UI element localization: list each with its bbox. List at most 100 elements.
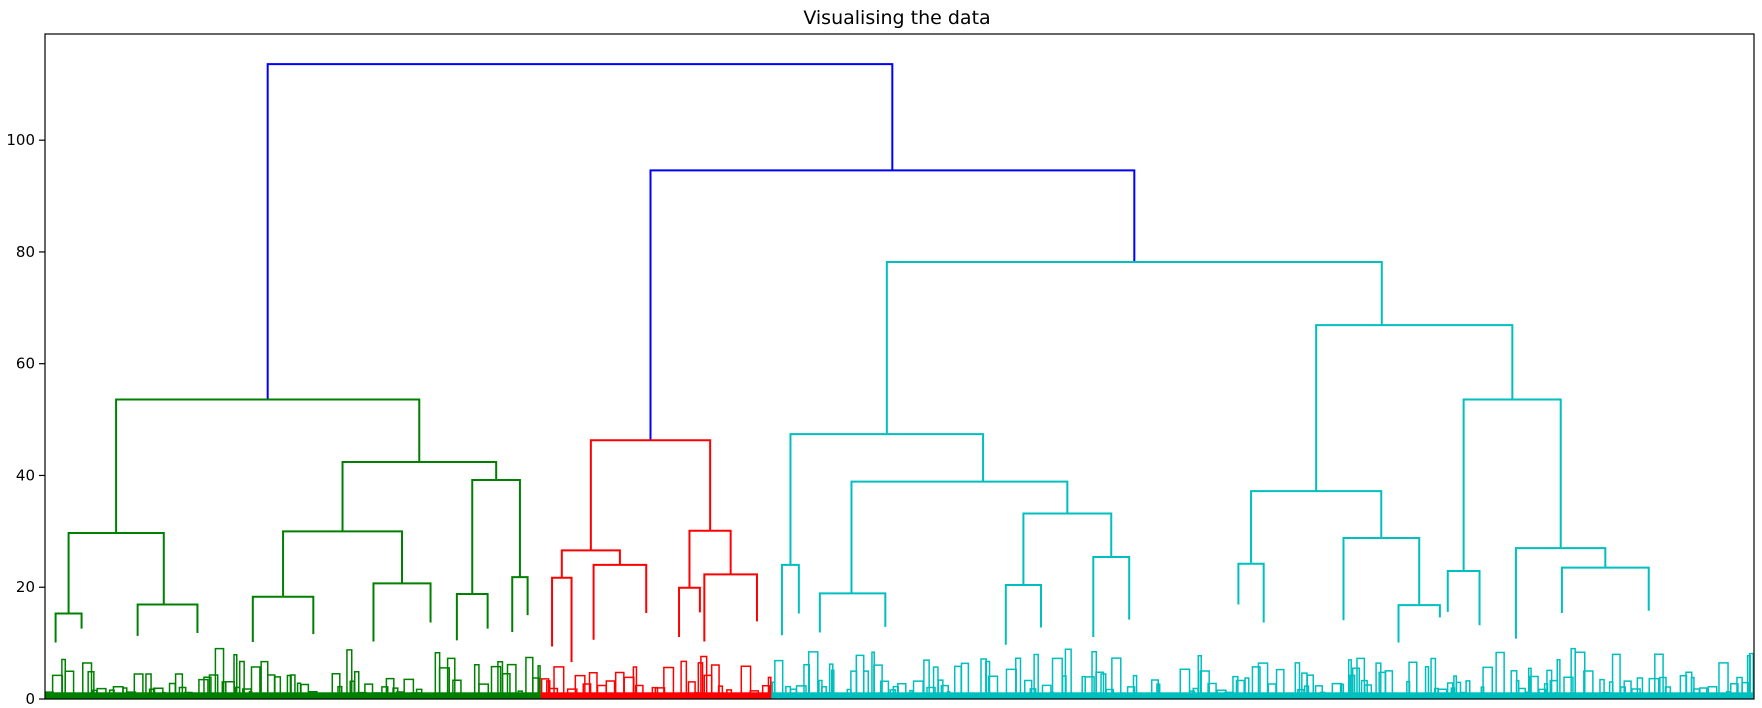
leaf-link	[1741, 681, 1750, 699]
dendrogram-link	[282, 530, 404, 597]
dendrogram-link	[551, 576, 573, 663]
leaf-link	[1084, 676, 1095, 699]
leaf-link	[830, 669, 835, 699]
leaf-link	[985, 660, 991, 699]
leaf-link	[1611, 653, 1621, 699]
leaf-link	[1306, 674, 1315, 699]
leaf-link	[1207, 682, 1217, 699]
leaf-link	[1583, 670, 1594, 699]
y-tick-label: 40	[16, 466, 35, 484]
y-tick-label: 80	[16, 243, 35, 261]
leaf-link	[501, 672, 511, 699]
leaf-link	[774, 659, 784, 699]
leaf-link	[174, 673, 184, 699]
leaf-link	[490, 665, 502, 699]
leaf-link	[1150, 679, 1159, 699]
leaf-link	[923, 659, 930, 699]
leaf-link	[912, 680, 924, 699]
leaf-link	[863, 670, 870, 699]
leaf-link	[1648, 677, 1660, 699]
leaf-link	[1556, 658, 1561, 699]
leaf-link	[1015, 657, 1022, 699]
leaf-link	[1132, 674, 1138, 699]
leaf-link	[1360, 679, 1368, 699]
leaf-link	[582, 683, 592, 699]
leaf-link	[1384, 670, 1394, 699]
leaf-link	[1251, 666, 1261, 699]
leaf-link	[478, 683, 489, 699]
leaf-link	[553, 666, 565, 699]
dendrogram-link	[1250, 490, 1383, 564]
leaf-link	[1197, 655, 1202, 699]
dendrogram-link	[67, 532, 165, 614]
dendrogram-link	[1342, 537, 1421, 621]
leaf-link	[87, 671, 95, 699]
leaf-link	[353, 670, 360, 699]
leaf-link	[1356, 657, 1366, 699]
leaf-link	[540, 678, 550, 699]
leaf-link	[133, 673, 144, 699]
leaf-baseline	[45, 692, 541, 699]
leaf-link	[1408, 661, 1418, 699]
leaf-link	[446, 657, 456, 699]
y-tick-label: 100	[6, 131, 35, 149]
leaf-link	[1351, 667, 1361, 699]
leaf-link	[680, 660, 688, 699]
y-tick-label: 20	[16, 578, 35, 596]
leaf-link	[807, 651, 819, 699]
leaf-link	[1465, 680, 1471, 699]
dendrogram-link	[589, 439, 712, 551]
dendrogram-link	[136, 603, 199, 636]
leaf-link	[1363, 684, 1373, 699]
leaf-link	[82, 662, 93, 699]
dendrogram-link	[1446, 570, 1481, 626]
leaf-link	[896, 682, 907, 699]
leaf-link	[364, 683, 374, 699]
leaf-baseline	[540, 692, 772, 699]
leaf-link	[1455, 681, 1462, 699]
dendrogram-link	[54, 612, 83, 643]
dendrogram-links	[54, 63, 1650, 663]
leaf-link	[1623, 680, 1632, 699]
dendrogram-link	[1315, 324, 1514, 492]
leaf-link	[710, 664, 720, 699]
dendrogram-link	[688, 529, 732, 588]
leaf-link	[937, 679, 944, 699]
dendrogram-link	[1560, 566, 1650, 613]
dendrogram-link	[471, 478, 521, 594]
leaf-link	[1331, 682, 1343, 699]
leaf-link	[1199, 670, 1210, 699]
leaf-link	[506, 663, 517, 699]
leaf-link	[1424, 665, 1430, 699]
leaf-link	[1690, 676, 1695, 699]
dendrogram-link	[850, 480, 1069, 594]
leaf-link	[289, 674, 296, 699]
dendrogram-link	[1092, 556, 1131, 637]
leaf-link	[1482, 666, 1494, 699]
leaf-link	[1636, 677, 1644, 699]
leaf-link	[233, 654, 238, 699]
leaf-link	[214, 647, 225, 699]
dendrogram-link	[1462, 398, 1562, 572]
leaf-link	[1294, 662, 1301, 699]
leaf-link	[1654, 653, 1664, 699]
dendrogram-link	[1397, 604, 1441, 643]
leaf-link	[1339, 683, 1345, 699]
dendrogram-link	[372, 582, 432, 642]
leaf-link	[687, 681, 696, 699]
leaf-link	[1232, 675, 1239, 699]
dendrogram-link	[560, 549, 621, 578]
leaf-link	[879, 680, 890, 699]
dendrogram-link	[511, 576, 529, 632]
plot-frame	[44, 33, 1755, 700]
leaf-link	[663, 666, 675, 699]
leaf-link	[537, 665, 541, 699]
leaf-link	[1430, 657, 1437, 699]
leaf-link	[1064, 648, 1072, 699]
dendrogram-link	[1022, 512, 1113, 585]
leaf-link	[574, 674, 586, 699]
leaf-link	[250, 666, 261, 699]
leaf-link	[1563, 676, 1574, 699]
